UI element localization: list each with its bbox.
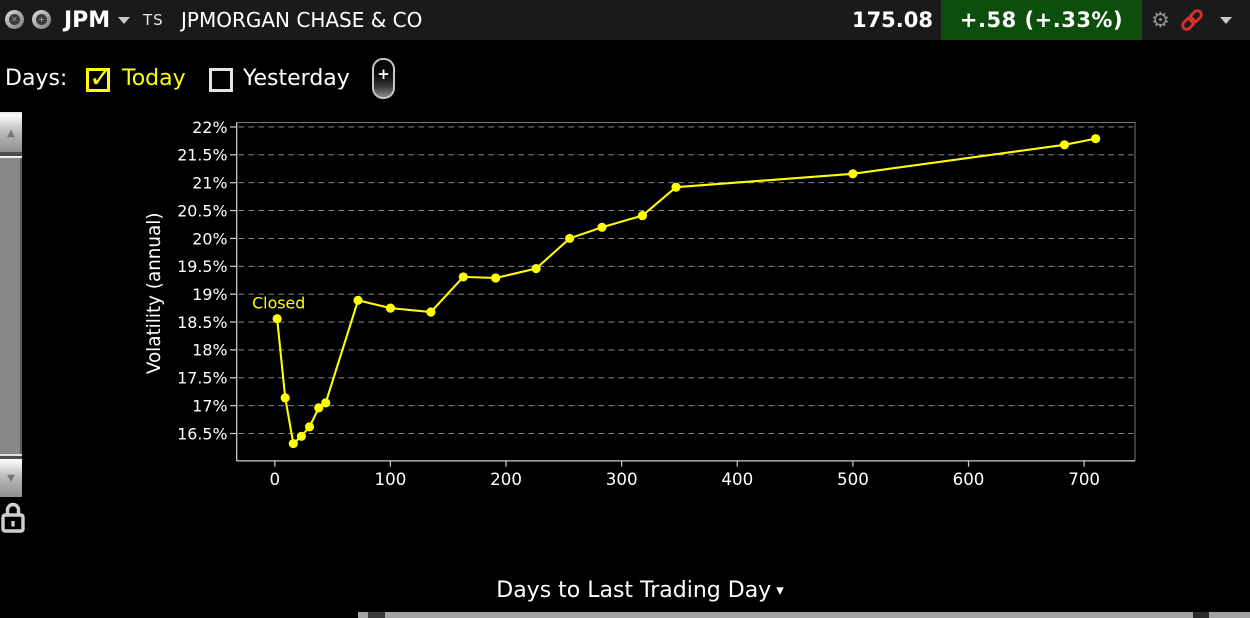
gear-icon[interactable]: ⚙: [1151, 8, 1170, 32]
add-days-button[interactable]: +: [372, 58, 395, 99]
today-checkbox[interactable]: ✓: [86, 61, 112, 94]
window-control-button-2[interactable]: +: [32, 10, 51, 29]
svg-text:18.5%: 18.5%: [177, 313, 227, 332]
x-axis-title: Days to Last Trading Day: [496, 578, 772, 603]
today-checkbox-label[interactable]: Today: [122, 66, 186, 91]
symbol-ticker: JPM: [64, 7, 111, 33]
svg-text:400: 400: [721, 470, 753, 489]
close-icon: ✕: [9, 14, 20, 25]
svg-text:500: 500: [837, 470, 869, 489]
price-change-badge: +.58 (+.33%): [941, 0, 1142, 40]
plus-icon: +: [36, 14, 47, 25]
ts-tool-label: TS: [143, 11, 164, 29]
svg-text:17%: 17%: [192, 396, 227, 415]
x-axis-labels: 0 100 200 300 400 500 600 700: [270, 460, 1100, 489]
scrollbar-thumb[interactable]: [0, 156, 22, 456]
series-today: [272, 134, 1101, 449]
svg-text:21.5%: 21.5%: [177, 146, 227, 165]
svg-text:700: 700: [1068, 470, 1100, 489]
svg-text:100: 100: [375, 470, 407, 489]
chevron-down-icon: [118, 16, 131, 24]
svg-text:20.5%: 20.5%: [177, 201, 227, 220]
bottom-edge-notch: [368, 612, 385, 618]
svg-text:21%: 21%: [192, 174, 227, 193]
scroll-up-icon: ▲: [7, 127, 15, 139]
scroll-up-button[interactable]: ▲: [0, 114, 22, 152]
svg-text:200: 200: [490, 470, 522, 489]
yesterday-checkbox-label[interactable]: Yesterday: [243, 66, 350, 91]
last-price: 175.08: [851, 8, 933, 32]
svg-text:22%: 22%: [192, 118, 227, 137]
unlock-icon[interactable]: [1, 500, 25, 534]
volatility-chart[interactable]: 16.5% 17% 17.5% 18% 18.5% 19% 19.5% 20% 20.5% 21%…: [0, 100, 1250, 600]
bottom-window-edge: [358, 612, 1250, 618]
scroll-down-button[interactable]: ▼: [0, 459, 22, 497]
svg-text:19%: 19%: [192, 285, 227, 304]
title-bar: ✕ + JPM TS JPMORGAN CHASE & CO 175.08 +.…: [0, 0, 1250, 40]
link-chain-icon[interactable]: [1179, 7, 1205, 33]
plot-border: [236, 121, 1136, 462]
symbol-dropdown[interactable]: JPM: [64, 0, 131, 40]
check-icon: ✓: [89, 61, 113, 94]
window-control-button-1[interactable]: ✕: [5, 10, 24, 29]
bottom-edge-notch: [1193, 612, 1209, 618]
y-axis-title: Volatility (annual): [144, 212, 165, 374]
yesterday-checkbox[interactable]: [209, 68, 233, 92]
data-points[interactable]: [272, 134, 1101, 449]
chevron-down-icon[interactable]: [1220, 17, 1232, 24]
days-label: Days:: [5, 66, 68, 91]
company-name: JPMORGAN CHASE & CO: [181, 8, 423, 32]
scroll-down-icon: ▼: [7, 472, 15, 484]
days-selector-row: Days: ✓ Today Yesterday +: [0, 57, 1250, 103]
svg-text:16.5%: 16.5%: [177, 424, 227, 443]
svg-text:20%: 20%: [192, 229, 227, 248]
svg-text:19.5%: 19.5%: [177, 257, 227, 276]
chevron-down-icon: ▾: [776, 581, 784, 599]
x-axis-label-dropdown[interactable]: Days to Last Trading Day ▾: [440, 578, 840, 603]
svg-text:600: 600: [953, 470, 985, 489]
svg-text:17.5%: 17.5%: [177, 369, 227, 388]
y-axis-labels: 16.5% 17% 17.5% 18% 18.5% 19% 19.5% 20% 20.5% 21%…: [177, 118, 237, 443]
svg-text:18%: 18%: [192, 341, 227, 360]
y-gridlines: [238, 126, 1134, 434]
closed-annotation: Closed: [252, 294, 305, 313]
vertical-scrollbar[interactable]: ▲ ▼: [0, 112, 22, 497]
svg-text:300: 300: [606, 470, 638, 489]
plus-icon: +: [377, 65, 390, 83]
svg-text:0: 0: [270, 470, 281, 489]
